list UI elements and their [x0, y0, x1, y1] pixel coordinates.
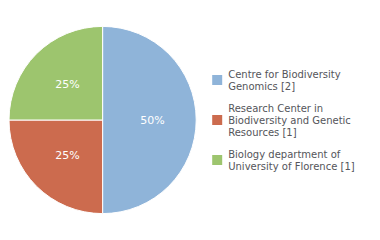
svg-text:Research Center in: Research Center in: [228, 103, 323, 114]
svg-text:Centre for Biodiversity: Centre for Biodiversity: [228, 69, 341, 80]
svg-text:50%: 50%: [140, 114, 164, 127]
svg-text:University of Florence [1]: University of Florence [1]: [228, 161, 355, 172]
svg-text:Biodiversity and Genetic: Biodiversity and Genetic: [228, 115, 351, 126]
svg-text:25%: 25%: [55, 149, 79, 162]
svg-text:Genomics [2]: Genomics [2]: [228, 81, 295, 92]
svg-text:Biology department of: Biology department of: [228, 149, 341, 160]
svg-text:25%: 25%: [55, 78, 79, 91]
svg-text:Resources [1]: Resources [1]: [228, 127, 297, 138]
